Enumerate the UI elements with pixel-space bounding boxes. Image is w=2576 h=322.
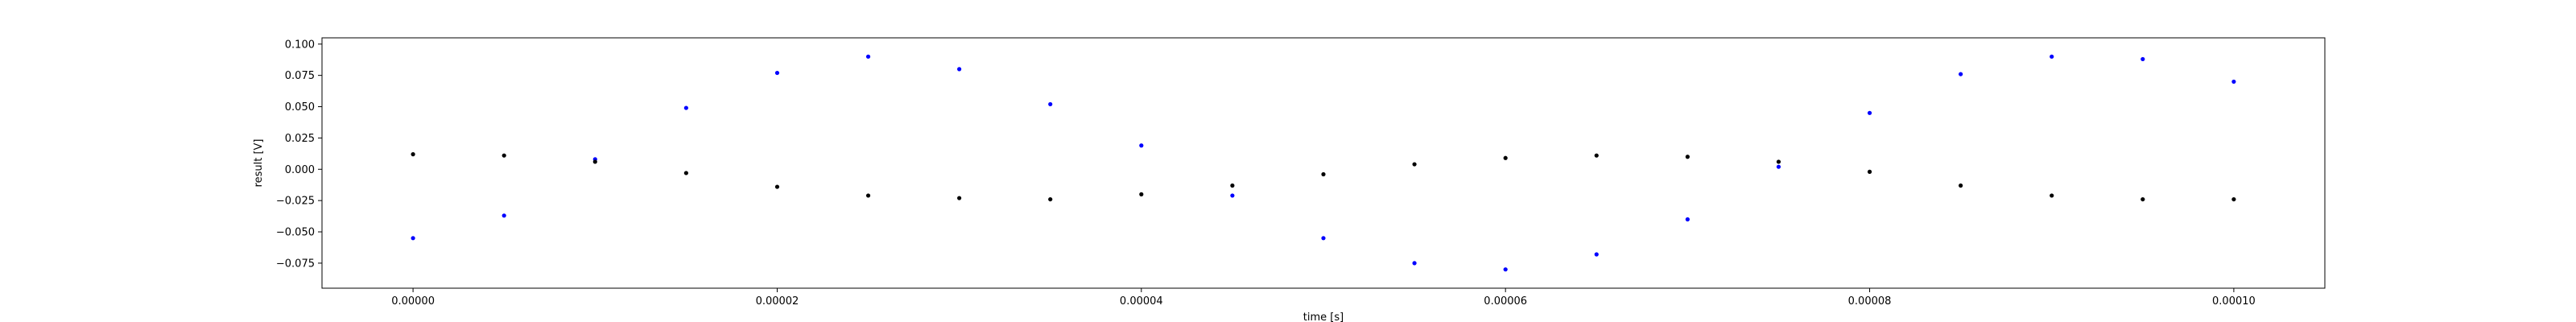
data-point bbox=[1867, 110, 1872, 115]
data-point bbox=[2231, 79, 2236, 85]
data-point bbox=[1139, 192, 1144, 196]
data-point bbox=[1594, 153, 1599, 158]
data-point bbox=[411, 152, 415, 157]
series-0 bbox=[411, 54, 2236, 272]
data-point bbox=[1048, 196, 1053, 202]
x-tick-label: 0.00002 bbox=[756, 295, 799, 308]
data-point bbox=[1230, 193, 1235, 198]
x-axis-label: time [s] bbox=[1303, 312, 1344, 322]
x-tick-label: 0.00010 bbox=[2212, 295, 2256, 308]
data-point bbox=[592, 159, 597, 164]
data-point bbox=[1321, 171, 1326, 177]
series-layer bbox=[411, 54, 2236, 272]
data-point bbox=[1503, 267, 1508, 272]
plot-frame bbox=[321, 37, 2326, 289]
y-tick-label: −0.025 bbox=[276, 196, 315, 208]
x-tick-label: 0.00000 bbox=[391, 295, 435, 308]
y-axis-label: result [V] bbox=[253, 139, 265, 188]
y-tick-label: 0.075 bbox=[285, 70, 315, 82]
data-point bbox=[1412, 162, 1417, 167]
data-point bbox=[502, 153, 506, 158]
data-point bbox=[1776, 159, 1781, 164]
data-point bbox=[1139, 143, 1144, 148]
data-point bbox=[957, 196, 962, 200]
data-point bbox=[1230, 183, 1235, 188]
data-point bbox=[774, 184, 780, 189]
data-point bbox=[1685, 217, 1690, 222]
y-tick-label: 0.025 bbox=[285, 133, 315, 145]
y-tick-label: −0.050 bbox=[276, 227, 315, 239]
y-tick-label: 0.050 bbox=[285, 101, 315, 114]
data-point bbox=[1776, 164, 1781, 169]
x-tick-label: 0.00006 bbox=[1484, 295, 1527, 308]
y-tick-label: 0.000 bbox=[285, 164, 315, 176]
data-point bbox=[957, 67, 962, 72]
data-point bbox=[683, 171, 688, 175]
plot-area bbox=[321, 37, 2326, 289]
data-point bbox=[2050, 54, 2054, 59]
data-point bbox=[1959, 183, 1963, 188]
y-tick-label: −0.075 bbox=[276, 258, 315, 270]
data-point bbox=[2140, 56, 2145, 62]
data-point bbox=[1959, 72, 1963, 76]
x-tick-label: 0.00008 bbox=[1848, 295, 1892, 308]
data-point bbox=[1867, 169, 1872, 174]
data-point bbox=[1412, 261, 1417, 266]
data-point bbox=[1503, 155, 1508, 160]
x-axis: 0.00000 0.00002 0.00004 0.00006 0.00008 0.000… bbox=[391, 288, 2256, 308]
data-point bbox=[2231, 196, 2236, 202]
data-point bbox=[865, 54, 871, 59]
series-1 bbox=[411, 152, 2236, 202]
y-axis: −0.075 −0.050 −0.025 0.000 0.025 0.050 0.075 0.… bbox=[276, 39, 322, 270]
data-point bbox=[1048, 101, 1053, 107]
data-point bbox=[865, 193, 871, 198]
data-point bbox=[1594, 252, 1599, 257]
data-point bbox=[1321, 236, 1326, 241]
data-point bbox=[502, 213, 506, 218]
data-point bbox=[2050, 193, 2054, 198]
data-point bbox=[774, 70, 780, 76]
data-point bbox=[1685, 155, 1690, 159]
data-point bbox=[2140, 196, 2145, 202]
y-tick-label: 0.100 bbox=[285, 39, 315, 51]
data-point bbox=[411, 236, 415, 241]
data-point bbox=[683, 105, 688, 110]
x-tick-label: 0.00004 bbox=[1120, 295, 1163, 308]
